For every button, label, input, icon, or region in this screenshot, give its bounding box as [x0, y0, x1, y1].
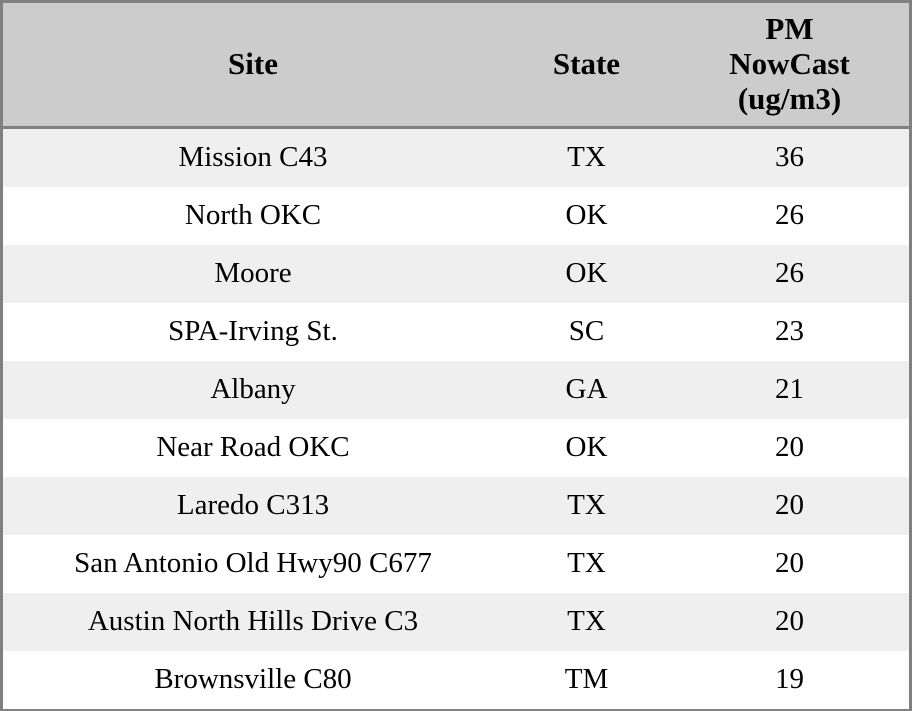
table-row[interactable]: Austin North Hills Drive C3 TX 20: [3, 593, 909, 651]
cell-site: North OKC: [3, 187, 503, 245]
cell-state: TX: [503, 535, 670, 593]
cell-state: TX: [503, 127, 670, 187]
cell-pm-nowcast: 19: [670, 651, 909, 709]
cell-pm-nowcast: 20: [670, 535, 909, 593]
cell-pm-nowcast: 21: [670, 361, 909, 419]
cell-state: TM: [503, 651, 670, 709]
cell-pm-nowcast: 20: [670, 419, 909, 477]
cell-site: Mission C43: [3, 127, 503, 187]
cell-pm-nowcast: 26: [670, 245, 909, 303]
cell-state: OK: [503, 245, 670, 303]
table-row[interactable]: Moore OK 26: [3, 245, 909, 303]
cell-state: GA: [503, 361, 670, 419]
cell-site: San Antonio Old Hwy90 C677: [3, 535, 503, 593]
table-row[interactable]: Near Road OKC OK 20: [3, 419, 909, 477]
column-header-pm-nowcast-label: PM NowCast (ug/m3): [729, 11, 850, 116]
table-row[interactable]: Mission C43 TX 36: [3, 127, 909, 187]
cell-state: TX: [503, 593, 670, 651]
cell-pm-nowcast: 20: [670, 593, 909, 651]
cell-state: OK: [503, 419, 670, 477]
table-row[interactable]: Albany GA 21: [3, 361, 909, 419]
cell-site: Laredo C313: [3, 477, 503, 535]
table-body: Mission C43 TX 36 North OKC OK 26 Moore …: [3, 127, 909, 709]
table-row[interactable]: Brownsville C80 TM 19: [3, 651, 909, 709]
table-header: Site State PM NowCast (ug/m3): [3, 3, 909, 129]
cell-site: SPA-Irving St.: [3, 303, 503, 361]
cell-site: Austin North Hills Drive C3: [3, 593, 503, 651]
table-row[interactable]: Laredo C313 TX 20: [3, 477, 909, 535]
cell-pm-nowcast: 20: [670, 477, 909, 535]
cell-site: Moore: [3, 245, 503, 303]
table-row[interactable]: North OKC OK 26: [3, 187, 909, 245]
cell-state: TX: [503, 477, 670, 535]
cell-site: Brownsville C80: [3, 651, 503, 709]
cell-site: Albany: [3, 361, 503, 419]
column-header-site-label: Site: [228, 46, 278, 82]
cell-pm-nowcast: 26: [670, 187, 909, 245]
table-row[interactable]: SPA-Irving St. SC 23: [3, 303, 909, 361]
cell-site: Near Road OKC: [3, 419, 503, 477]
column-header-site[interactable]: Site: [3, 3, 503, 129]
table-row[interactable]: San Antonio Old Hwy90 C677 TX 20: [3, 535, 909, 593]
pm-nowcast-table: Site State PM NowCast (ug/m3) Mission C4…: [3, 3, 909, 709]
table-header-row: Site State PM NowCast (ug/m3): [3, 3, 909, 129]
column-header-pm-nowcast[interactable]: PM NowCast (ug/m3): [670, 3, 909, 129]
cell-state: SC: [503, 303, 670, 361]
cell-state: OK: [503, 187, 670, 245]
cell-pm-nowcast: 36: [670, 127, 909, 187]
column-header-state[interactable]: State: [503, 3, 670, 129]
cell-pm-nowcast: 23: [670, 303, 909, 361]
column-header-state-label: State: [552, 46, 621, 82]
